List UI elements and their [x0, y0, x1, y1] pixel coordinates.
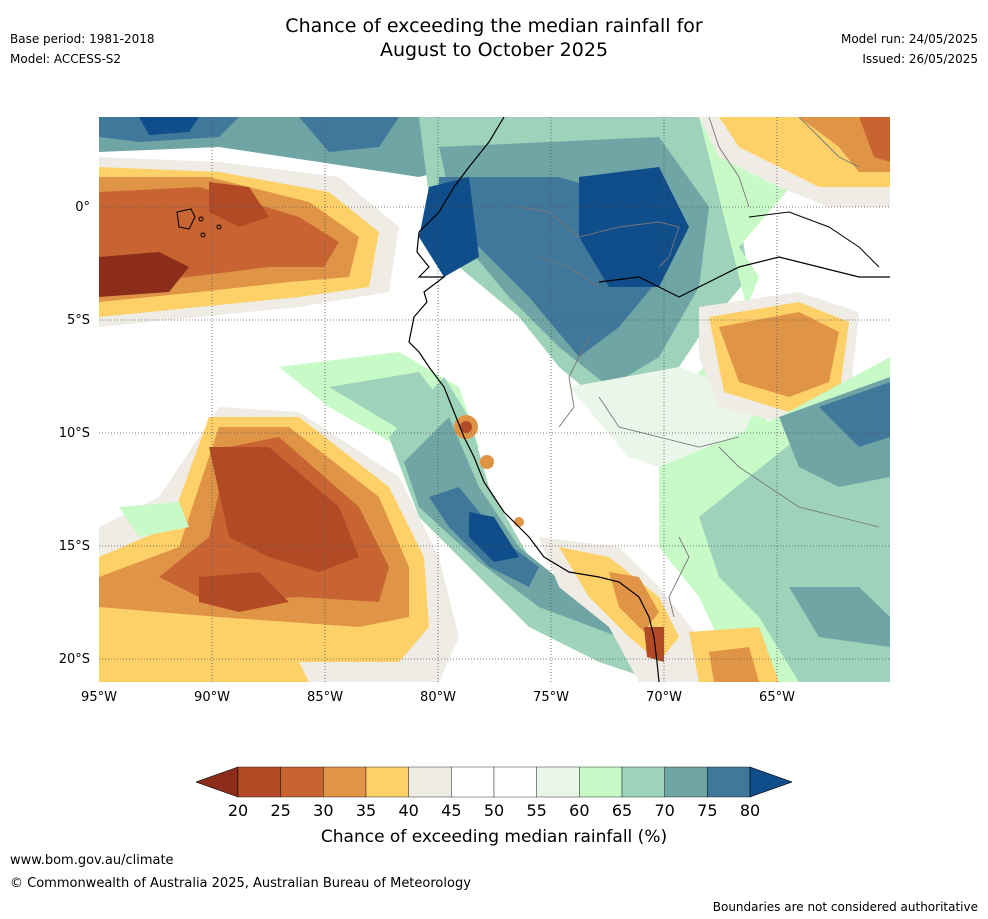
field-sw-red [209, 447, 359, 572]
chart-title: Chance of exceeding the median rainfall … [0, 14, 988, 62]
field-sw-bottom-yellow [99, 652, 309, 682]
model-name: Model: ACCESS-S2 [10, 52, 122, 66]
colorbar-segment [493, 766, 537, 798]
colorbar-tick-label: 55 [526, 801, 547, 820]
river [598, 256, 890, 298]
colorbar-segment [536, 766, 580, 798]
field-west-dry-red2 [209, 182, 269, 227]
gridlines [99, 117, 890, 682]
colorbar [196, 766, 792, 798]
field-nw-deepblue [139, 117, 199, 135]
colorbar-segment [323, 766, 367, 798]
copyright-notice: © Commonwealth of Australia 2025, Austra… [10, 876, 471, 891]
colorbar-segment [365, 766, 409, 798]
field-se-blue [819, 382, 890, 447]
chart-title-line1: Chance of exceeding the median rainfall … [285, 15, 703, 37]
colorbar-arrow-low [196, 766, 239, 798]
lat-label-0: 0° [75, 200, 90, 215]
river-north [748, 211, 880, 268]
colorbar-segments [196, 766, 792, 798]
field-andes-deepblue [419, 177, 479, 277]
colorbar-segment [451, 766, 495, 798]
colorbar-title: Chance of exceeding median rainfall (%) [320, 827, 668, 847]
field-ocean-lightgreen2 [119, 502, 189, 537]
colorbar-tick-label: 25 [270, 801, 291, 820]
field-east-orange [719, 312, 839, 397]
lon-label-65w: 65°W [759, 690, 795, 705]
field-coastal-spot3 [514, 517, 524, 527]
colorbar-segment [280, 766, 324, 798]
disclaimer: Boundaries are not considered authoritat… [712, 900, 978, 914]
colorbar-segment [621, 766, 665, 798]
colorbar-segment [579, 766, 623, 798]
field-se-teal2 [789, 587, 890, 647]
field-inland-lightgreen [619, 117, 819, 467]
field-coastal-spot2 [480, 455, 494, 469]
galapagos-islands [176, 208, 222, 238]
colorbar-tick-label: 40 [398, 801, 419, 820]
field-coast-teal [404, 417, 629, 637]
field-andes-deepblue2 [579, 167, 689, 287]
lon-label-70w: 70°W [646, 690, 682, 705]
field-se-bottom-orange [709, 647, 759, 682]
colorbar-tick-label: 60 [569, 801, 590, 820]
map-fields [99, 117, 890, 682]
lon-label-90w: 90°W [194, 690, 230, 705]
colorbar-segment [664, 766, 708, 798]
colorbar-tick-label: 45 [441, 801, 462, 820]
colorbar-segment [237, 766, 281, 798]
field-sw-red2 [199, 572, 289, 612]
field-ne-red [859, 117, 890, 162]
lon-label-75w: 75°W [533, 690, 569, 705]
lat-label-20s: 20°S [58, 652, 90, 667]
colorbar-arrow-high [749, 766, 792, 798]
rainfall-map [99, 117, 890, 682]
meta-right: Model run: 24/05/2025 Issued: 26/05/2025 [841, 32, 978, 72]
field-coast-deepblue [469, 512, 519, 562]
lat-label-15s: 15°S [58, 539, 90, 554]
coastline [408, 117, 660, 682]
chart-title-line2: August to October 2025 [379, 39, 609, 61]
field-coastal-spot1-core [460, 421, 472, 433]
issued-date: Issued: 26/05/2025 [862, 52, 978, 66]
colorbar-tick-label: 70 [654, 801, 675, 820]
website-link[interactable]: www.bom.gov.au/climate [10, 853, 174, 868]
colorbar-tick-label: 35 [355, 801, 377, 820]
lon-label-85w: 85°W [307, 690, 343, 705]
lat-label-10s: 10°S [58, 426, 90, 441]
colorbar-tick-label: 80 [739, 801, 761, 820]
lon-label-80w: 80°W [420, 690, 456, 705]
colorbar-segment [408, 766, 452, 798]
lon-label-95w: 95°W [81, 690, 117, 705]
model-run: Model run: 24/05/2025 [840, 32, 978, 46]
colorbar-tick-label: 20 [227, 801, 249, 820]
field-west-dry-red [99, 252, 189, 297]
field-nw-blue2 [299, 117, 399, 152]
colorbar-tick-label: 30 [313, 801, 334, 820]
base-period: Base period: 1981-2018 [10, 32, 155, 46]
colorbar-tick-label: 50 [483, 801, 505, 820]
colorbar-tick-label: 75 [697, 801, 718, 820]
field-south-orange [609, 572, 659, 632]
country-boundaries [518, 117, 880, 618]
lat-label-5s: 5°S [66, 313, 90, 328]
colorbar-segment [707, 766, 751, 798]
colorbar-tick-label: 65 [611, 801, 633, 820]
field-south-red [644, 627, 664, 662]
meta-left: Base period: 1981-2018 Model: ACCESS-S2 [10, 32, 155, 72]
